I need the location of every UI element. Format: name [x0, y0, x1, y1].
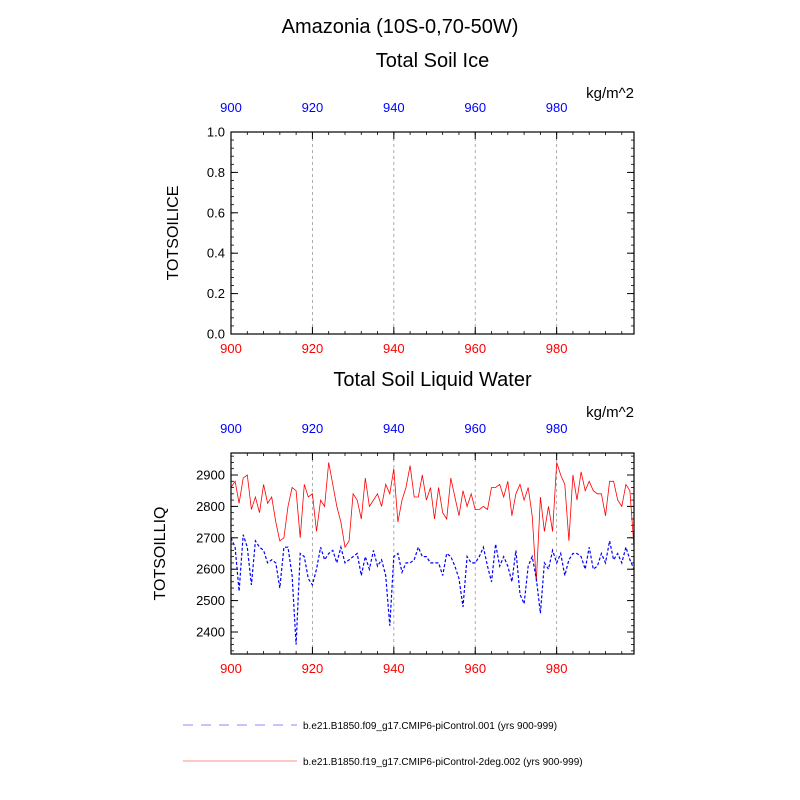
y-tick-label: 0.2 — [207, 286, 225, 301]
x-tick-label-bottom: 980 — [546, 661, 568, 676]
x-tick-label-top: 900 — [220, 100, 242, 115]
y-axis-label: TOTSOILLIQ — [152, 507, 169, 601]
units-label: kg/m^2 — [586, 85, 634, 102]
x-tick-label-top: 900 — [220, 421, 242, 436]
y-tick-label: 1.0 — [207, 125, 225, 140]
panel-title: Total Soil Liquid Water — [333, 369, 532, 391]
units-label: kg/m^2 — [586, 404, 634, 421]
main-title: Amazonia (10S-0,70-50W) — [282, 16, 519, 38]
soil-ice-panel: Total Soil Ice kg/m^2 TOTSOILICE 900 900 920 9… — [165, 50, 635, 356]
y-tick-label: 2500 — [196, 593, 225, 608]
x-tick-label-bottom: 900 — [220, 661, 242, 676]
x-tick-label-bottom: 980 — [546, 341, 568, 356]
legend: b.e21.B1850.f09_g17.CMIP6-piControl.001 … — [183, 721, 583, 768]
x-tick-label-bottom: 960 — [464, 341, 486, 356]
panel-title: Total Soil Ice — [376, 50, 489, 72]
legend-label-solid: b.e21.B1850.f19_g17.CMIP6-piControl-2deg… — [303, 757, 583, 768]
y-tick-label: 2600 — [196, 562, 225, 577]
x-tick-label-top: 960 — [464, 421, 486, 436]
y-axis-label: TOTSOILICE — [165, 186, 182, 281]
x-tick-label-bottom: 920 — [302, 661, 324, 676]
y-tick-label: 2400 — [196, 625, 225, 640]
soil-liquid-panel: Total Soil Liquid Water kg/m^2 TOTSOILLIQ 9… — [152, 369, 635, 676]
x-tick-label-top: 980 — [546, 421, 568, 436]
x-tick-label-top: 940 — [383, 421, 405, 436]
legend-label-dashed: b.e21.B1850.f09_g17.CMIP6-piControl.001 … — [303, 721, 557, 732]
x-tick-label-top: 920 — [302, 100, 324, 115]
y-tick-label: 2700 — [196, 530, 225, 545]
x-tick-label-top: 940 — [383, 100, 405, 115]
y-tick-label: 2900 — [196, 467, 225, 482]
x-tick-label-bottom: 920 — [302, 341, 324, 356]
plot-frame — [230, 131, 635, 335]
x-tick-label-top: 960 — [464, 100, 486, 115]
x-tick-label-bottom: 940 — [383, 661, 405, 676]
y-tick-label: 0.0 — [207, 327, 225, 342]
x-tick-label-bottom: 960 — [464, 661, 486, 676]
x-tick-label-top: 920 — [302, 421, 324, 436]
series-line-f19 — [230, 462, 635, 582]
plot-frame — [230, 452, 635, 655]
y-tick-label: 2800 — [196, 499, 225, 514]
y-tick-label: 0.6 — [207, 205, 225, 220]
series-line-f09 — [230, 534, 635, 645]
x-tick-label-bottom: 900 — [220, 341, 242, 356]
y-tick-label: 0.4 — [207, 246, 225, 261]
x-tick-label-top: 980 — [546, 100, 568, 115]
x-tick-label-bottom: 940 — [383, 341, 405, 356]
y-tick-label: 0.8 — [207, 165, 225, 180]
